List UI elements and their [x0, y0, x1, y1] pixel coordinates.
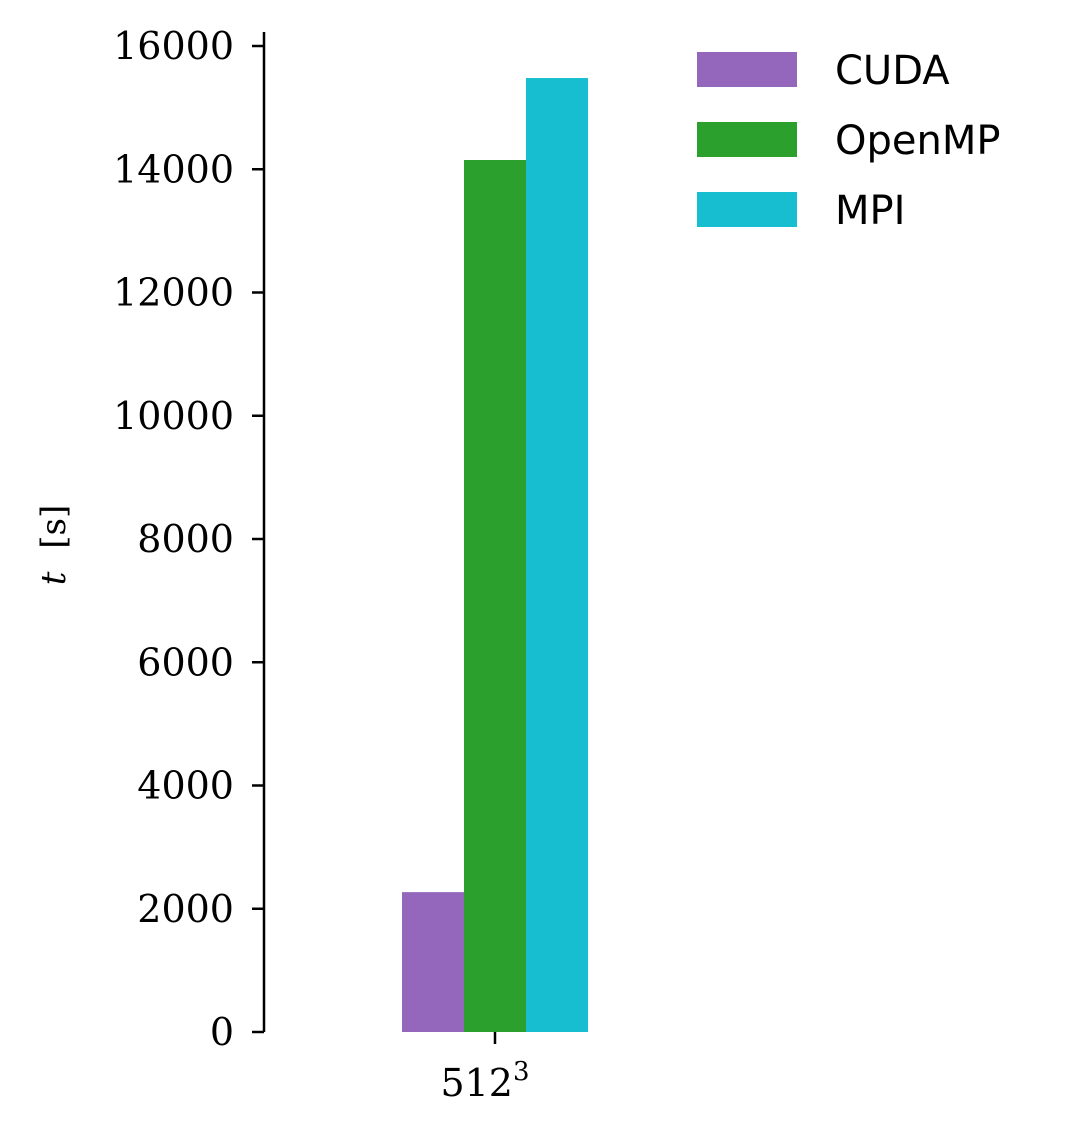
y-axis-label-unit: [s]	[34, 505, 74, 549]
legend: CUDA OpenMP MPI	[697, 48, 1000, 234]
y-axis-label: t [s]	[34, 505, 74, 585]
bar-cuda-0	[402, 892, 464, 1032]
legend-label-mpi: MPI	[835, 188, 905, 234]
y-tick-label-0: 0	[210, 1010, 234, 1054]
y-tick-label-8: 16000	[113, 24, 234, 68]
y-tick-label-5: 10000	[113, 394, 234, 438]
legend-swatch-mpi	[697, 192, 797, 227]
bar-openmp-0	[464, 160, 526, 1033]
x-axis-ticks: 5123	[440, 1032, 530, 1105]
legend-label-openmp: OpenMP	[835, 118, 1000, 164]
bar-mpi-0	[526, 78, 588, 1033]
y-tick-label-2: 4000	[137, 764, 234, 808]
legend-swatch-openmp	[697, 122, 797, 157]
y-axis-ticks: 0 2000 4000 6000 8000 10000 12000 14000 16000	[113, 24, 264, 1054]
x-tick-superscript-0: 3	[513, 1057, 530, 1087]
y-tick-label-1: 2000	[137, 887, 234, 931]
legend-label-cuda: CUDA	[835, 48, 950, 94]
y-tick-label-4: 8000	[137, 517, 234, 561]
y-tick-label-6: 12000	[113, 271, 234, 315]
legend-swatch-cuda	[697, 52, 797, 87]
bars	[402, 78, 588, 1033]
x-tick-label-0: 5123	[440, 1057, 529, 1105]
y-axis-label-symbol: t	[34, 571, 74, 585]
y-tick-label-3: 6000	[137, 640, 234, 684]
y-tick-label-7: 14000	[113, 147, 234, 191]
